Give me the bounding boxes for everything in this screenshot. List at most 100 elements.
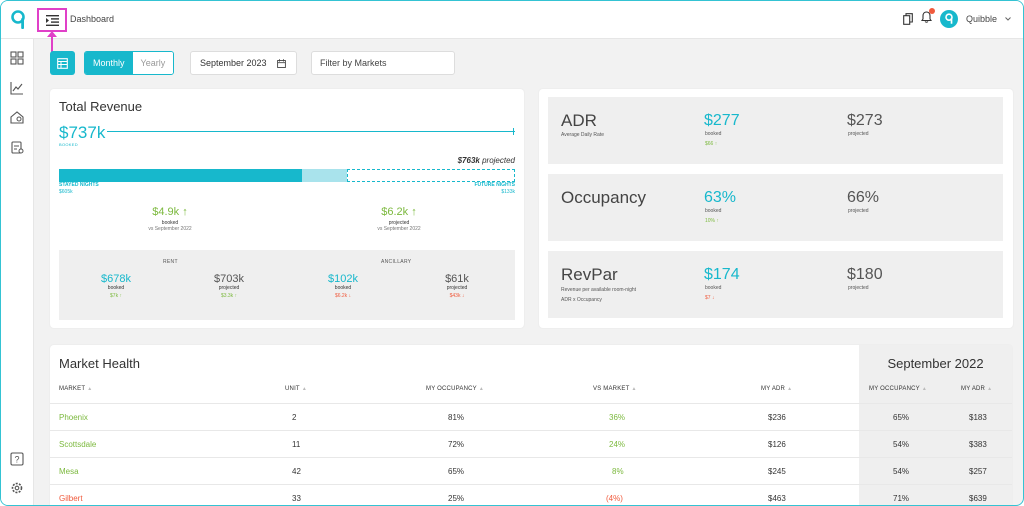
calendar-view-button[interactable]	[50, 51, 75, 75]
future-nights-value: $133k	[501, 189, 515, 195]
yearly-tab[interactable]: Yearly	[132, 52, 174, 74]
rent-booked-value: $678k	[101, 273, 131, 285]
table-row[interactable]: Phoenix 2 81% 36% $236 65% $183	[50, 404, 1012, 431]
my-adr: $236	[768, 413, 786, 422]
date-picker[interactable]: September 2023	[190, 51, 297, 75]
rent-projected-label: projected	[218, 285, 240, 291]
gear-icon[interactable]	[10, 481, 24, 495]
my-occupancy: 72%	[448, 440, 465, 449]
bell-icon	[920, 11, 932, 23]
my-adr: $463	[768, 494, 786, 503]
breadcrumb: Dashboard	[70, 14, 115, 24]
revpar-delta: $7	[705, 295, 711, 301]
booked-delta-value: $4.9k	[152, 206, 180, 218]
revpar-booked-value: $174	[704, 266, 740, 283]
property-settings-icon[interactable]	[10, 110, 24, 124]
user-name[interactable]: Quibble	[965, 14, 997, 24]
sort-icon: ▲	[987, 386, 993, 392]
booked-revenue-line	[107, 131, 515, 132]
quibble-avatar-icon	[945, 13, 953, 24]
my-occupancy: 65%	[448, 467, 465, 476]
rent-booked-delta: $7k	[110, 293, 119, 299]
column-header-prev-adr[interactable]: MY ADR ▲	[961, 386, 993, 392]
unit-count: 42	[292, 467, 301, 476]
ancillary-projected-delta: $43k	[449, 293, 461, 299]
table-header-row: MARKET ▲ UNIT ▲ MY OCCUPANCY ▲ VS MARKET ▲ M…	[50, 377, 1012, 404]
rent-heading: RENT	[163, 259, 178, 265]
vs-market: 24%	[609, 440, 626, 449]
market-name-link[interactable]: Scottsdale	[59, 440, 97, 449]
rent-booked: $678k booked $7k ↑	[86, 273, 146, 299]
rent-projected-delta: $3.3k	[220, 293, 234, 299]
copy-icon[interactable]	[903, 13, 913, 25]
prev-adr: $383	[969, 440, 987, 449]
projected-delta-compare: vs September 2022	[377, 226, 421, 232]
column-header-unit[interactable]: UNIT ▲	[285, 386, 307, 392]
column-header-prev-occupancy[interactable]: MY OCCUPANCY ▲	[869, 386, 928, 392]
column-header-vs-market[interactable]: VS MARKET ▲	[593, 386, 637, 392]
notifications-button[interactable]	[920, 8, 935, 28]
adr-delta: $66	[705, 141, 714, 147]
occupancy-booked-value: 63%	[704, 189, 737, 206]
market-name-link[interactable]: Mesa	[59, 467, 79, 476]
sort-icon: ▲	[787, 386, 793, 392]
market-filter-placeholder: Filter by Markets	[320, 58, 387, 68]
stayed-nights-value: $605k	[59, 189, 73, 195]
chevron-down-icon[interactable]	[1005, 17, 1011, 21]
occupancy-projected-value: 66%	[847, 189, 880, 206]
adr-booked-value: $277	[704, 112, 740, 129]
occupancy-panel: Occupancy 63% booked 10% ↑ 66% projected	[548, 174, 1003, 241]
prev-occupancy: 65%	[893, 413, 910, 422]
market-name-link[interactable]: Gilbert	[59, 494, 83, 503]
unit-count: 2	[292, 413, 297, 422]
occupancy-delta: 10%	[705, 218, 716, 224]
adr-booked-label: booked	[705, 131, 722, 137]
column-header-my-occupancy[interactable]: MY OCCUPANCY ▲	[426, 386, 485, 392]
pricing-tag-icon[interactable]	[10, 140, 24, 154]
vs-market: (4%)	[606, 494, 623, 503]
prev-occupancy: 54%	[893, 467, 910, 476]
dashboard-icon[interactable]	[10, 51, 24, 65]
filter-toolbar: Monthly Yearly	[50, 51, 175, 75]
notification-badge	[928, 8, 935, 14]
arrow-up-icon: ↑	[234, 293, 238, 299]
market-filter-input[interactable]: Filter by Markets	[311, 51, 455, 75]
table-row[interactable]: Gilbert 33 25% (4%) $463 71% $639	[50, 485, 1012, 505]
avatar[interactable]	[939, 10, 958, 28]
projected-delta-label: projected	[388, 220, 410, 226]
vs-market: 8%	[612, 467, 624, 476]
ancillary-booked: $102k booked $6.2k ↓	[313, 273, 373, 299]
ancillary-projected-label: projected	[446, 285, 468, 291]
annotation-arrow-head	[47, 31, 57, 37]
occupancy-projected-label: projected	[848, 208, 869, 214]
quibble-logo-icon[interactable]	[10, 10, 26, 30]
revpar-projected-label: projected	[848, 285, 869, 291]
arrow-down-icon: ↓	[348, 293, 352, 299]
adr-subtitle: Average Daily Rate	[561, 132, 604, 138]
arrow-down-icon: ↓	[461, 293, 465, 299]
analytics-chart-icon[interactable]	[10, 81, 24, 95]
revpar-panel: RevPar Revenue per available room-night …	[548, 251, 1003, 318]
projected-delta: $6.2k ↑ projected vs September 2022	[344, 206, 454, 232]
unit-count: 33	[292, 494, 301, 503]
future-nights-label: FUTURE NIGHTS	[474, 182, 515, 188]
monthly-tab[interactable]: Monthly	[85, 52, 133, 74]
market-name-link[interactable]: Phoenix	[59, 413, 88, 422]
column-header-my-adr[interactable]: MY ADR ▲	[761, 386, 793, 392]
calendar-grid-icon	[57, 57, 68, 69]
help-icon[interactable]: ?	[10, 452, 24, 466]
rent-projected-value: $703k	[214, 273, 244, 285]
table-row[interactable]: Mesa 42 65% 8% $245 54% $257	[50, 458, 1012, 485]
arrow-down-icon: ↓	[711, 295, 715, 301]
ancillary-heading: ANCILLARY	[381, 259, 412, 265]
column-header-market[interactable]: MARKET ▲	[59, 386, 93, 392]
comparison-column-bg: September 2022	[859, 345, 1012, 505]
vs-market: 36%	[609, 413, 626, 422]
comparison-title: September 2022	[887, 356, 984, 371]
collapse-menu-button[interactable]	[37, 8, 67, 32]
projected-delta-value: $6.2k	[381, 206, 409, 218]
my-adr: $126	[768, 440, 786, 449]
ancillary-booked-value: $102k	[328, 273, 358, 285]
table-row[interactable]: Scottsdale 11 72% 24% $126 54% $383	[50, 431, 1012, 458]
